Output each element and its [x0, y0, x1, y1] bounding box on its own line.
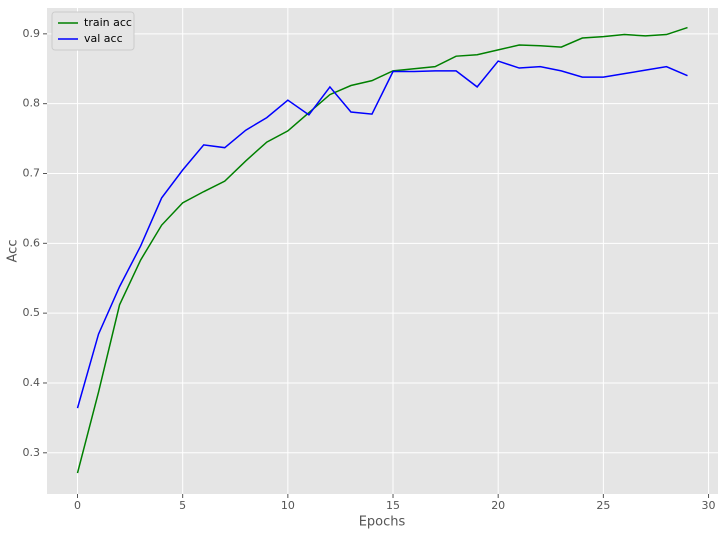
x-tick-label: 30 [702, 499, 716, 512]
y-tick-label: 0.6 [23, 236, 41, 249]
x-axis-label: Epochs [359, 515, 406, 530]
x-tick-label: 5 [179, 499, 186, 512]
x-tick-label: 25 [596, 499, 610, 512]
y-axis-label: Acc [6, 240, 21, 263]
legend-label: val acc [84, 32, 123, 45]
x-tick-label: 20 [491, 499, 505, 512]
y-tick-label: 0.3 [23, 446, 41, 459]
y-tick-label: 0.7 [23, 166, 41, 179]
data-line [76, 60, 688, 409]
y-tick-label: 0.4 [23, 376, 41, 389]
x-tick-label: 15 [386, 499, 400, 512]
data-line [76, 26, 688, 474]
legend-box [51, 11, 135, 51]
x-tick-label: 10 [281, 499, 295, 512]
y-tick-label: 0.9 [23, 27, 41, 40]
x-tick-label: 0 [74, 499, 81, 512]
y-tick-label: 0.5 [23, 306, 41, 319]
y-tick-label: 0.8 [23, 97, 41, 110]
legend-label: train acc [84, 16, 132, 29]
plot-area [47, 8, 718, 494]
